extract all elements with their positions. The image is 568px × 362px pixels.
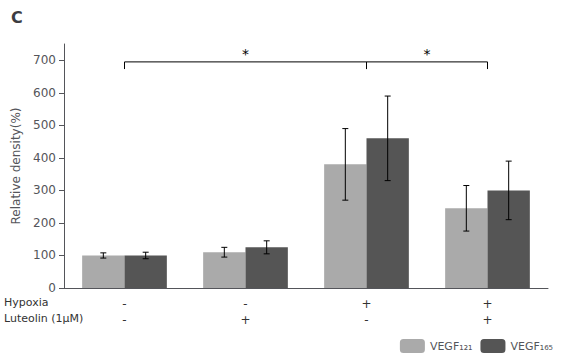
svg-text:*: * xyxy=(424,46,431,62)
svg-text:VEGF₁₆₅: VEGF₁₆₅ xyxy=(510,340,553,353)
svg-text:C: C xyxy=(11,8,23,27)
svg-text:-: - xyxy=(122,313,126,327)
svg-text:VEGF₁₂₁: VEGF₁₂₁ xyxy=(430,340,473,353)
svg-text:300: 300 xyxy=(33,183,56,197)
svg-text:Relative density(%): Relative density(%) xyxy=(9,108,23,225)
svg-text:200: 200 xyxy=(33,216,56,230)
svg-text:500: 500 xyxy=(33,118,56,132)
svg-text:*: * xyxy=(242,46,249,62)
svg-text:600: 600 xyxy=(33,86,56,100)
svg-text:Luteolin (1μM): Luteolin (1μM) xyxy=(4,312,83,325)
svg-text:-: - xyxy=(243,297,247,311)
svg-text:700: 700 xyxy=(33,53,56,67)
svg-text:+: + xyxy=(240,313,250,327)
svg-text:+: + xyxy=(361,297,371,311)
svg-text:-: - xyxy=(364,313,368,327)
svg-text:-: - xyxy=(122,297,126,311)
svg-text:+: + xyxy=(482,313,492,327)
svg-text:100: 100 xyxy=(33,248,56,262)
svg-text:400: 400 xyxy=(33,151,56,165)
svg-text:+: + xyxy=(482,297,492,311)
svg-text:Hypoxia: Hypoxia xyxy=(4,296,48,309)
svg-text:0: 0 xyxy=(48,281,56,295)
